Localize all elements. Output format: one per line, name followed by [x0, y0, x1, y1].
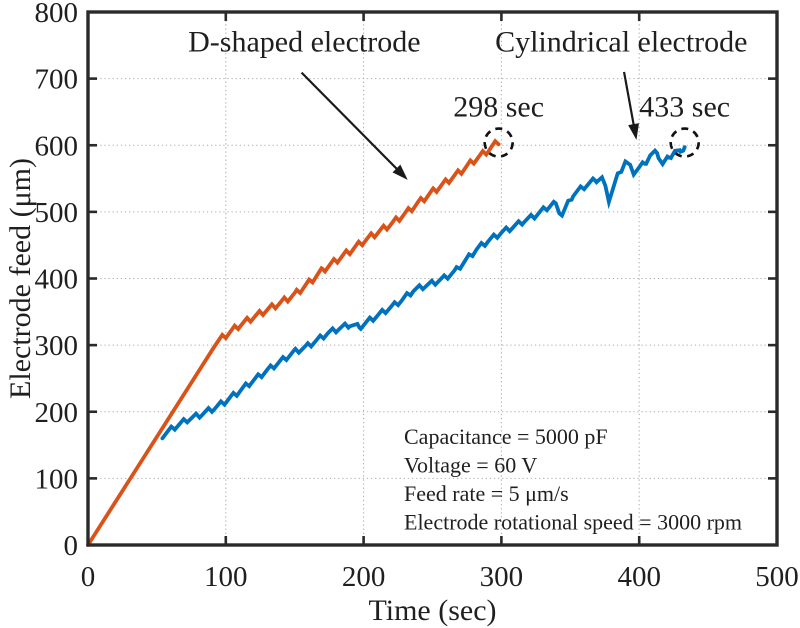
process-parameters-block: Capacitance = 5000 pF Voltage = 60 V Feed … [404, 424, 742, 535]
y-tick-label: 300 [35, 330, 79, 362]
process-parameter-line: Voltage = 60 V [404, 453, 537, 478]
series-line-d-shaped [86, 138, 501, 547]
y-tick-label: 200 [35, 397, 79, 429]
cylindrical-arrow [622, 71, 639, 140]
x-tick-label: 300 [480, 561, 524, 593]
grid-lines [88, 12, 777, 545]
x-tick-label: 200 [342, 561, 386, 593]
cylindrical-end-time-label: 433 sec [639, 91, 730, 124]
x-axis-title: Time (sec) [368, 594, 496, 627]
d-shaped-end-circle [483, 127, 514, 158]
d-shaped-arrow [300, 71, 408, 180]
process-parameter-line: Electrode rotational speed = 3000 rpm [404, 510, 742, 535]
y-tick-label: 700 [35, 64, 79, 96]
cylindrical-curve-label: Cylindrical electrode [495, 25, 747, 58]
cylindrical-arrow-line [622, 71, 636, 131]
x-tick-label: 400 [617, 561, 661, 593]
cylindrical-arrow-head [628, 123, 639, 140]
x-tick-label: 500 [755, 561, 799, 593]
y-tick-label: 600 [35, 130, 79, 162]
x-tick-label: 0 [81, 561, 96, 593]
x-tick-label: 100 [204, 561, 248, 593]
y-tick-label: 0 [64, 530, 79, 562]
y-tick-label: 800 [35, 0, 79, 29]
series-line-cylindrical [160, 145, 687, 441]
process-parameter-line: Feed rate = 5 μm/s [404, 481, 569, 506]
tick-marks [88, 12, 777, 545]
d-shaped-curve-label: D-shaped electrode [188, 25, 420, 58]
cylindrical-end-circle [669, 127, 700, 158]
d-shaped-arrow-line [300, 71, 402, 174]
y-tick-label: 100 [35, 463, 79, 495]
y-tick-label: 500 [35, 197, 79, 229]
y-axis-title: Electrode feed (μm) [4, 158, 37, 399]
y-tick-label: 400 [35, 264, 79, 296]
d-shaped-arrow-head [392, 164, 408, 180]
d-shaped-end-time-label: 298 sec [453, 91, 544, 124]
process-parameter-line: Capacitance = 5000 pF [404, 424, 608, 449]
